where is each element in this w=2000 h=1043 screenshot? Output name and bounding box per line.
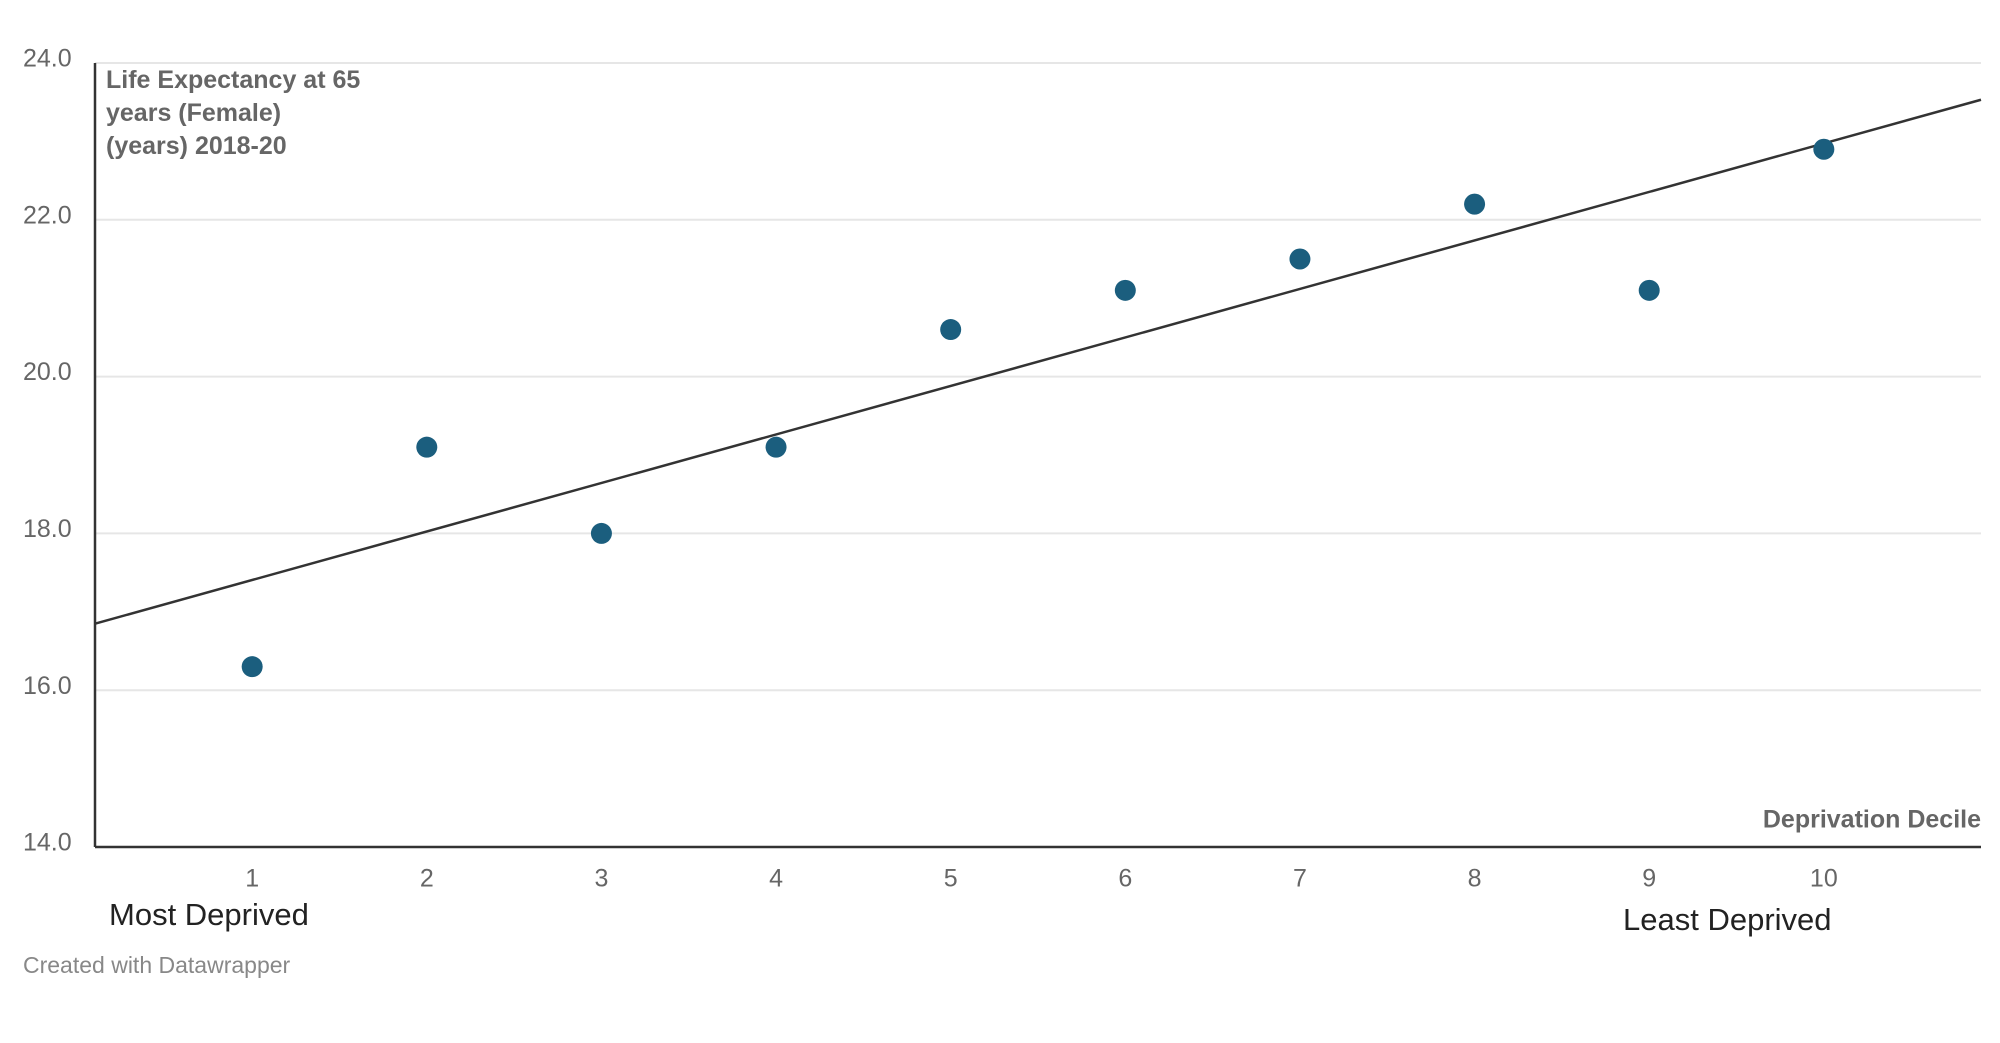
y-axis-label: Life Expectancy at 65 years (Female) (ye… bbox=[106, 66, 361, 160]
y-tick-label: 22.0 bbox=[23, 201, 72, 229]
y-tick-label: 16.0 bbox=[23, 672, 72, 700]
point bbox=[416, 436, 438, 458]
point bbox=[1114, 279, 1136, 301]
x-tick-label: 2 bbox=[420, 865, 434, 893]
x-tick-label: 8 bbox=[1468, 865, 1482, 893]
point bbox=[241, 656, 263, 678]
point bbox=[1813, 138, 1835, 160]
x-tick-label: 4 bbox=[769, 865, 783, 893]
point bbox=[940, 319, 962, 341]
x-tick-label: 3 bbox=[594, 865, 608, 893]
annotation: Most Deprived bbox=[109, 897, 309, 932]
point bbox=[1638, 279, 1660, 301]
y-tick-label: 14.0 bbox=[23, 829, 72, 857]
y-tick-label: 20.0 bbox=[23, 358, 72, 386]
x-tick-label: 9 bbox=[1642, 865, 1656, 893]
x-axis-label: Deprivation Decile bbox=[1763, 806, 1981, 834]
point bbox=[765, 436, 787, 458]
point bbox=[590, 522, 612, 544]
y-tick-label: 18.0 bbox=[23, 515, 72, 543]
footer: Created with Datawrapper bbox=[23, 952, 291, 978]
x-tick-label: 5 bbox=[944, 865, 958, 893]
trend-line bbox=[94, 98, 1982, 625]
x-tick-label: 7 bbox=[1293, 865, 1307, 893]
point bbox=[1464, 193, 1486, 215]
x-tick-label: 10 bbox=[1810, 865, 1838, 893]
annotation: Least Deprived bbox=[1623, 902, 1832, 937]
y-tick-label: 24.0 bbox=[23, 45, 72, 73]
x-tick-label: 6 bbox=[1118, 865, 1132, 893]
point bbox=[1289, 248, 1311, 270]
x-tick-label: 1 bbox=[245, 865, 259, 893]
